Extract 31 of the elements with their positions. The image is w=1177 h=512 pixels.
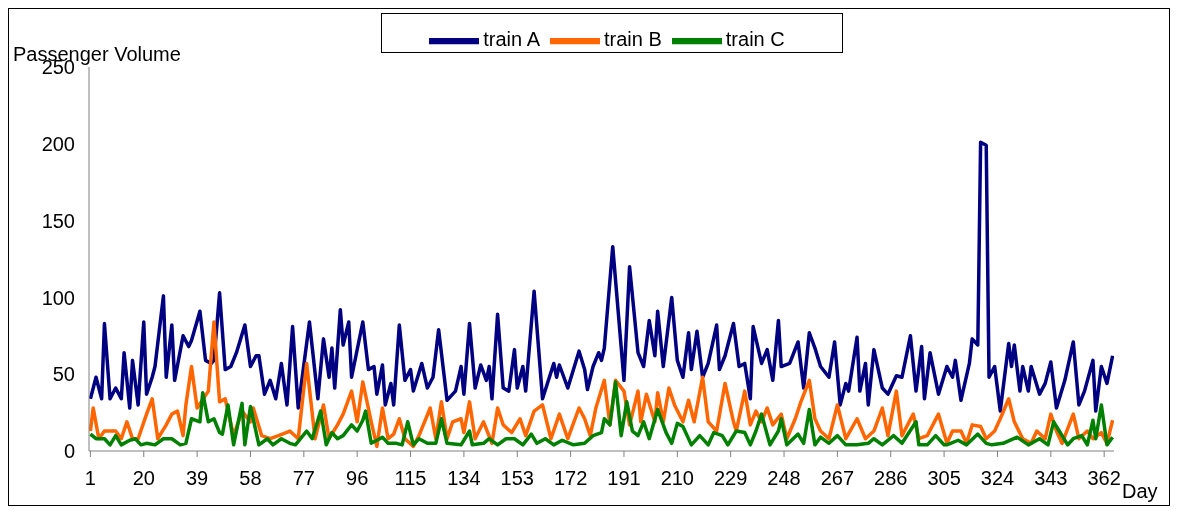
x-tick-label: 1 xyxy=(84,467,96,490)
x-tick-label: 324 xyxy=(980,467,1015,490)
x-tick-label: 77 xyxy=(292,467,315,490)
x-tick-label: 248 xyxy=(767,467,801,490)
x-tick-label: 305 xyxy=(927,467,961,490)
x-tick-label: 210 xyxy=(660,467,695,490)
y-tick-label: 50 xyxy=(52,363,75,386)
legend-label: train B xyxy=(603,28,662,51)
y-tick-label: 100 xyxy=(41,286,75,309)
x-tick-label: 20 xyxy=(132,467,155,490)
x-tick-label: 58 xyxy=(239,467,262,490)
y-tick-label: 200 xyxy=(41,132,75,155)
x-tick-label: 153 xyxy=(500,467,534,490)
x-tick-label: 39 xyxy=(185,467,209,490)
y-tick-label: 150 xyxy=(41,209,75,232)
x-tick-label: 229 xyxy=(713,467,748,490)
x-tick-label: 286 xyxy=(874,467,908,490)
y-tick-label: 0 xyxy=(63,440,75,463)
line-series xyxy=(89,380,1114,447)
legend-label: train C xyxy=(725,28,785,51)
legend-label: train A xyxy=(483,28,540,51)
line-series xyxy=(89,140,1114,413)
x-tick-label: 343 xyxy=(1034,467,1068,490)
x-tick-label: 115 xyxy=(394,467,427,490)
x-tick-label: 362 xyxy=(1087,467,1121,490)
x-axis-title: Day xyxy=(1122,480,1158,503)
x-tick-label: 96 xyxy=(346,467,369,490)
x-tick-label: 172 xyxy=(553,467,588,490)
x-tick-label: 134 xyxy=(447,467,481,490)
x-tick-label: 191 xyxy=(607,467,641,490)
x-tick-label: 267 xyxy=(820,467,855,490)
